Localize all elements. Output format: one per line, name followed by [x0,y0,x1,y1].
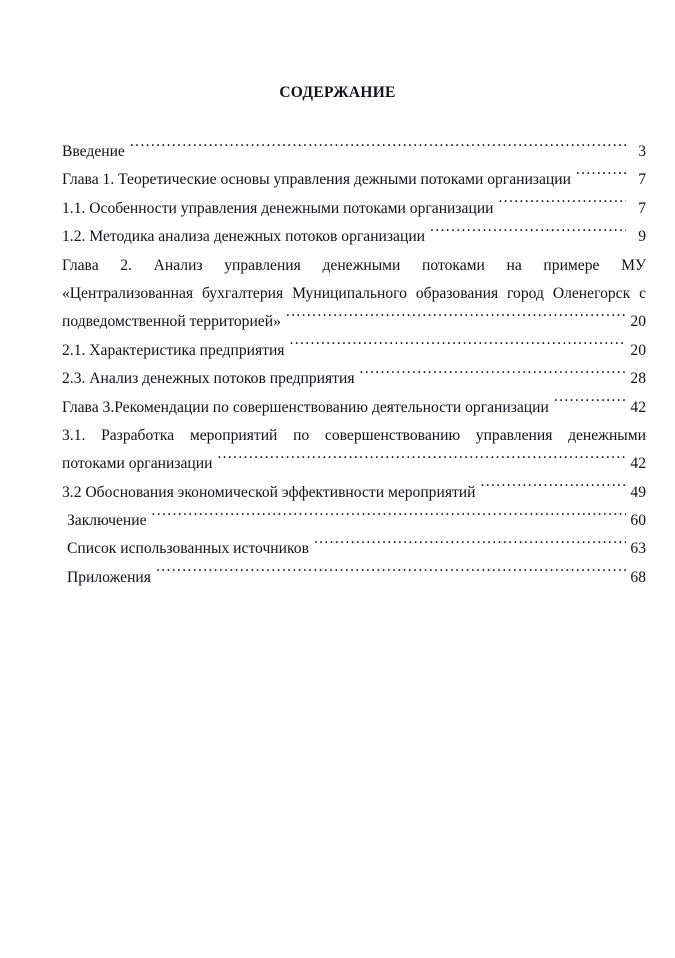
toc-entry[interactable]: Список использованных источников 63 [62,535,646,563]
toc-entry-line: Глава 3.Рекомендации по совершенствовани… [62,394,646,422]
toc-entry-label: Список использованных источников [67,540,309,558]
toc-dot-leader [156,566,626,582]
toc-page-number: 3 [638,143,646,160]
toc-entry-label: 2.3. Анализ денежных потоков предприятия [62,370,355,388]
toc-page-number: 20 [630,313,646,331]
toc-entry[interactable]: Приложения 68 [62,564,646,592]
toc-page-number: 63 [630,540,646,558]
toc-entry[interactable]: 1.1. Особенности управления денежными по… [62,195,646,223]
toc-entry-label: 2.1. Характеристика предприятия [62,341,285,359]
toc-entry-label: Введение [62,143,125,160]
toc-page-number: 42 [630,455,646,473]
toc-entry-line: «Централизованная бухгалтерия Муниципаль… [62,280,646,308]
toc-entry-label: подведомственной территорией» [62,313,281,331]
toc-page-number: 49 [630,483,646,501]
toc-page-number: 9 [638,228,646,246]
toc-dot-leader [152,509,626,525]
toc-entry-label: 1.2. Методика анализа денежных потоков о… [62,228,426,246]
toc-page-number: 7 [638,171,646,189]
toc-entry-line: 1.1. Особенности управления денежными по… [62,195,646,223]
toc-entry-label: 3.2 Обоснования экономической эффективно… [62,483,476,501]
toc-page-number: 60 [630,512,646,530]
toc-dot-leader [481,481,627,497]
toc-page-number: 7 [638,199,646,217]
toc-dot-leader [576,169,626,185]
toc-entry[interactable]: 1.2. Методика анализа денежных потоков о… [62,223,646,251]
toc-entry-label: потоками организации [62,455,213,473]
toc-entry[interactable]: 3.2 Обоснования экономической эффективно… [62,479,646,507]
page-title: СОДЕРЖАНИЕ [279,84,396,101]
toc-entry[interactable]: Введение 3 [62,138,646,166]
toc-entry[interactable]: 3.1. Разработка мероприятий по совершенс… [62,422,646,479]
toc-entry-label: «Централизованная бухгалтерия Муниципаль… [62,284,646,302]
toc-entry-label: 3.1. Разработка мероприятий по совершенс… [62,426,646,444]
toc-entry-line: Список использованных источников 63 [62,535,646,563]
toc-entry-line: Введение 3 [62,138,646,166]
toc-entry[interactable]: Глава 3.Рекомендации по совершенствовани… [62,394,646,422]
toc-entry[interactable]: Глава 1. Теоретические основы управления… [62,166,646,194]
toc-entry-line: потоками организации 42 [62,450,646,478]
toc-entry-line: 3.1. Разработка мероприятий по совершенс… [62,422,646,450]
toc-dot-leader [554,396,626,412]
toc-page-number: 42 [630,398,646,416]
toc-entry-label: 1.1. Особенности управления денежными по… [62,199,494,217]
toc-entry-line: 2.1. Характеристика предприятия 20 [62,337,646,365]
toc-dot-leader [430,226,626,242]
toc-entry-label: Заключение [67,512,147,530]
toc-entry[interactable]: Заключение 60 [62,507,646,535]
toc-entry-line: Приложения 68 [62,564,646,592]
toc-entry-line: Заключение 60 [62,507,646,535]
toc-dot-leader [130,140,626,156]
toc-entry-line: подведомственной территорией» 20 [62,308,646,336]
toc-entry[interactable]: 2.3. Анализ денежных потоков предприятия… [62,365,646,393]
toc-dot-leader [360,368,626,384]
toc-page-number: 28 [630,370,646,388]
toc-entry[interactable]: 2.1. Характеристика предприятия 20 [62,337,646,365]
toc-entry[interactable]: Глава 2. Анализ управления денежными пот… [62,252,646,337]
toc-entry-label: Глава 1. Теоретические основы управления… [62,171,571,189]
table-of-contents: Введение 3 Глава 1. Теоретические основы у… [62,138,646,592]
toc-entry-line: Глава 2. Анализ управления денежными пот… [62,252,646,280]
toc-entry-label: Глава 3.Рекомендации по совершенствовани… [62,398,549,416]
toc-entry-label: Глава 2. Анализ управления денежными пот… [62,256,646,274]
toc-entry-line: 3.2 Обоснования экономической эффективно… [62,479,646,507]
toc-dot-leader [499,197,626,213]
toc-dot-leader [289,339,626,355]
toc-entry-line: Глава 1. Теоретические основы управления… [62,166,646,194]
toc-page-number: 68 [630,568,646,586]
toc-entry-line: 1.2. Методика анализа денежных потоков о… [62,223,646,251]
toc-entry-label: Приложения [67,568,151,586]
toc-entry-line: 2.3. Анализ денежных потоков предприятия… [62,365,646,393]
toc-dot-leader [217,453,626,469]
toc-page-number: 20 [630,341,646,359]
toc-dot-leader [314,538,626,554]
toc-dot-leader [286,311,626,327]
